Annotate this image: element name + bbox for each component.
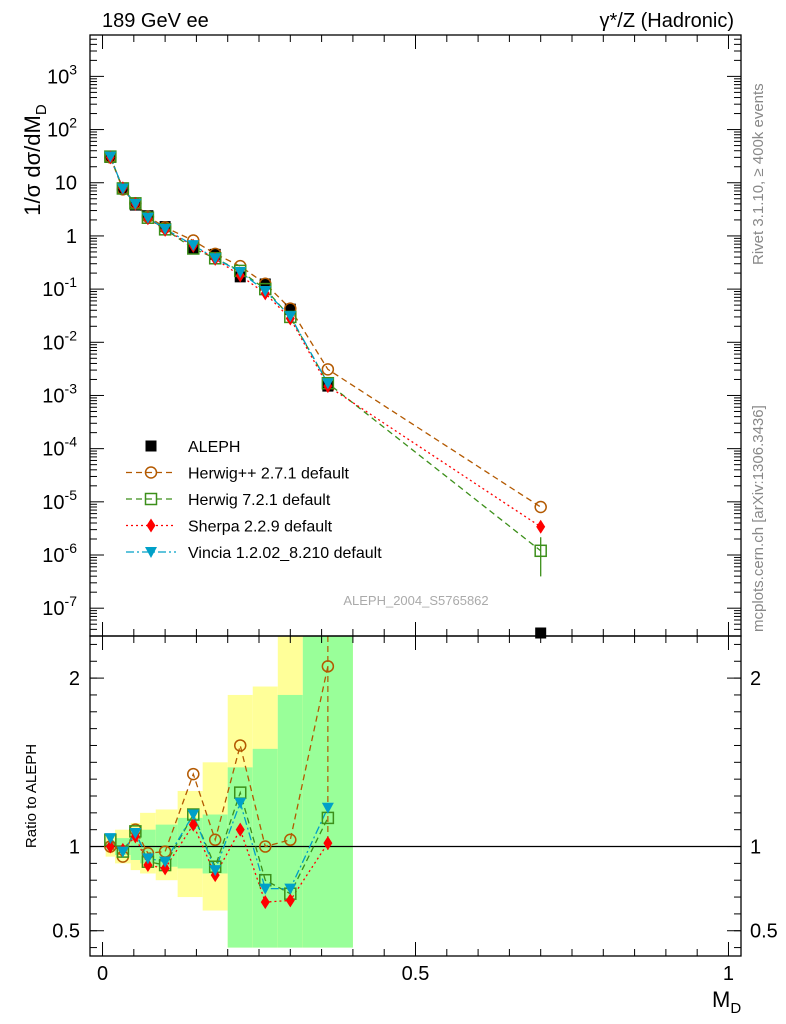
- y-tick-label: 1: [66, 226, 77, 248]
- ratio-point: [188, 817, 198, 832]
- stat-error-band: [277, 694, 303, 948]
- mc-point: [234, 266, 247, 278]
- ratio-point: [284, 833, 297, 847]
- ratio-point: [233, 739, 247, 752]
- y-tick-label: 1: [69, 837, 80, 859]
- analysis-id: ALEPH_2004_S5765862: [343, 593, 488, 608]
- series-line: [109, 157, 542, 508]
- legend: ALEPH Herwig++ 2.7.1 default Herwig 7.2.1 …: [126, 439, 382, 562]
- mc-point: [284, 311, 297, 323]
- ratio-point: [208, 833, 222, 847]
- y-tick-label: 10-6: [42, 540, 77, 567]
- ratio-frame: [89, 635, 742, 957]
- ratio-point: [187, 809, 200, 821]
- ratio-point: [187, 767, 200, 781]
- ratio-point: [116, 846, 129, 858]
- y-tick-label: 10-4: [42, 434, 77, 461]
- legend-label: Herwig 7.2.1 default: [188, 492, 331, 509]
- ratio-point: [323, 836, 333, 851]
- ratio-point: [234, 797, 247, 809]
- mc-point: [259, 286, 272, 298]
- mcplots-label: mcplots.cern.ch [arXiv:1306.3436]: [750, 405, 767, 632]
- y-tick-label: 10-3: [42, 380, 77, 407]
- ratio-point: [209, 865, 222, 877]
- x-tick-label: 1: [723, 963, 734, 985]
- main-series: [104, 150, 547, 639]
- y-tick-label: 10-1: [42, 274, 77, 301]
- data-point: [284, 303, 296, 315]
- mc-point: [159, 223, 172, 235]
- ratio-point: [321, 802, 334, 814]
- y-tick-label: 102: [47, 115, 77, 142]
- legend-label: Vincia 1.2.02_8.210 default: [188, 545, 382, 562]
- ratio-point: [321, 660, 335, 673]
- mc-point: [116, 183, 129, 195]
- y-tick-label-right: 1: [750, 837, 761, 859]
- header-left-title: 189 GeV ee: [102, 10, 209, 32]
- legend-marker: [146, 518, 156, 533]
- legend-marker: [145, 440, 157, 452]
- y-tick-label: 0.5: [52, 921, 80, 943]
- legend-label: Sherpa 2.2.9 default: [188, 519, 333, 536]
- y-tick-label: 10: [55, 173, 77, 195]
- mc-point: [321, 378, 334, 390]
- ratio-point: [143, 858, 153, 873]
- legend-marker: [144, 466, 158, 479]
- y-tick-label: 10-2: [42, 327, 77, 354]
- mc-point: [141, 212, 154, 224]
- ratio-point: [104, 833, 117, 845]
- legend-marker: [145, 547, 157, 558]
- ratio-point: [285, 893, 295, 908]
- ratio-point: [141, 853, 154, 865]
- stat-error-band: [202, 814, 228, 874]
- ratio-series-line: [110, 823, 329, 903]
- ratio-point: [105, 839, 115, 854]
- y-tick-label: 10-7: [42, 593, 77, 620]
- header-right-title: γ*/Z (Hadronic): [600, 10, 734, 32]
- ratio-point: [235, 822, 245, 837]
- stat-error-band: [252, 748, 278, 948]
- stat-error-band: [130, 834, 141, 860]
- ratio-point: [260, 895, 270, 910]
- y-tick-label: 103: [47, 61, 77, 88]
- y-tick-label: 10-5: [42, 487, 77, 514]
- ratio-point: [160, 861, 170, 876]
- rivet-label: Rivet 3.1.10, ≥ 400k events: [750, 83, 767, 265]
- ratio-point: [284, 883, 297, 895]
- mc-point: [104, 151, 117, 163]
- legend-label: Herwig++ 2.7.1 default: [188, 466, 350, 483]
- main-axes: 10-7 10-6 10-5 10-4 10-3 10-2 10-1 1 10 102 103: [42, 34, 741, 637]
- mc-point: [129, 198, 142, 210]
- ratio-point: [129, 828, 142, 840]
- ratio-axes: 0 0.5 1 0.5 0.5 1 1 2 2: [52, 636, 778, 985]
- y-tick-label: 2: [69, 668, 80, 690]
- x-tick-label: 0.5: [402, 963, 430, 985]
- mc-point: [534, 544, 547, 558]
- legend-marker: [144, 492, 158, 506]
- mc-point: [321, 363, 335, 376]
- legend-label: ALEPH: [188, 439, 240, 456]
- x-tick-label: 0: [97, 963, 108, 985]
- ratio-point: [159, 856, 172, 868]
- ratio-point: [259, 883, 272, 895]
- mc-point: [187, 240, 200, 252]
- ratio-series-line: [109, 800, 329, 890]
- ratio-ylabel: Ratio to ALEPH: [23, 744, 40, 848]
- mc-point: [534, 500, 547, 514]
- ratio-series: [104, 636, 335, 910]
- mc-point: [536, 519, 546, 534]
- y-tick-label-right: 2: [750, 668, 761, 690]
- plot-frames: [89, 34, 742, 957]
- data-point: [535, 627, 547, 639]
- mc-point: [209, 253, 222, 265]
- ratio-point: [259, 840, 272, 853]
- y-tick-label-right: 0.5: [750, 921, 778, 943]
